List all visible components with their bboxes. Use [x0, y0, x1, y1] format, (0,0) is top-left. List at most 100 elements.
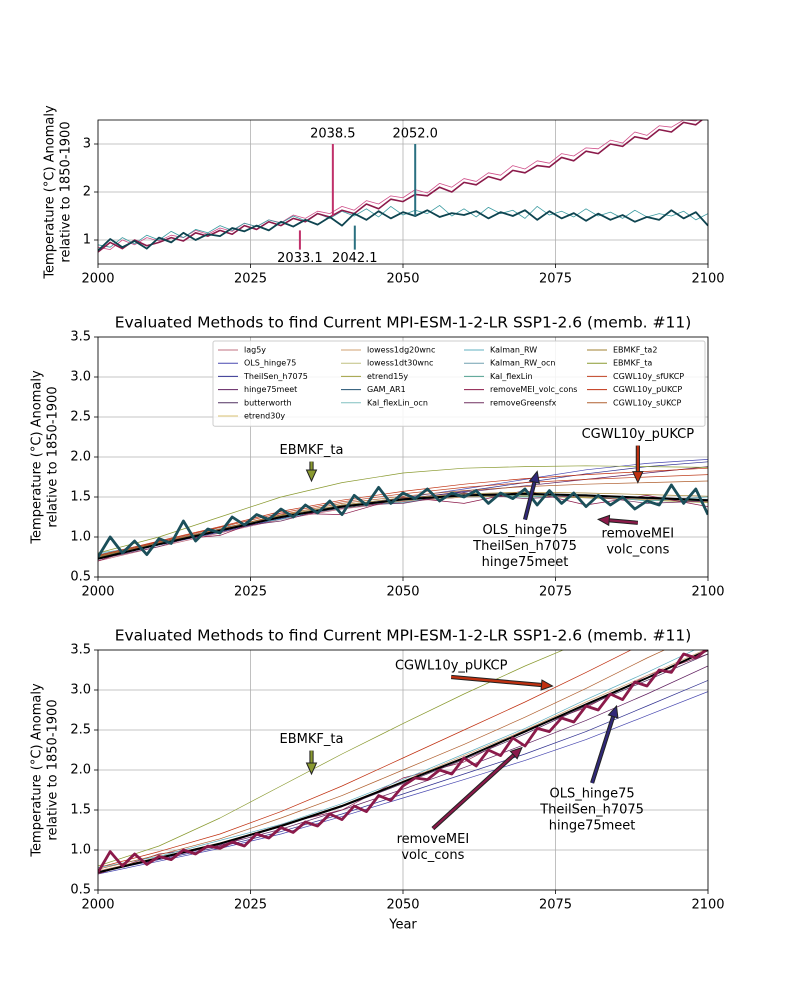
x-tick-label: 2050 [386, 272, 419, 287]
series-line [98, 650, 708, 874]
annotation-arrow-shaft-fill [609, 519, 638, 524]
annotation-label: volc_cons [401, 848, 464, 863]
y-tick-label: 3.0 [70, 683, 91, 698]
legend-label: EBMKF_ta [613, 359, 652, 368]
y-tick-label: 3.5 [70, 330, 91, 345]
y-axis-label: Temperature (°C) Anomaly [30, 370, 45, 545]
annotation-arrow-head [596, 514, 611, 527]
y-tick-label: 1.5 [70, 490, 91, 505]
series-line [98, 465, 708, 554]
series-line [98, 205, 708, 248]
annotation-label: hinge75meet [549, 819, 636, 834]
annotation-arrow-head [632, 471, 644, 484]
annotation-label: CGWL10y_pUKCP [395, 659, 508, 674]
legend-label: CGWL10y_sfUKCP [613, 372, 684, 381]
y-tick-label: 2 [83, 185, 91, 200]
series-line [98, 467, 708, 556]
plot-area [98, 120, 708, 253]
annotation-label: EBMKF_ta [280, 732, 344, 747]
x-tick-label: 2025 [234, 585, 267, 600]
series-line [98, 650, 632, 868]
y-tick-label: 3 [83, 137, 91, 152]
annotation-label: removeMEI [397, 832, 470, 847]
legend-box [212, 340, 706, 427]
legend-label: EBMKF_ta2 [613, 346, 657, 355]
series-line [98, 120, 699, 250]
legend-label: butterworth [244, 398, 292, 407]
annotation-arrow-shaft-fill [432, 754, 515, 830]
annotation-arrow-head [305, 469, 318, 483]
annotation-arrow-shaft-fill [591, 716, 615, 784]
y-tick-label: 0.5 [70, 883, 91, 898]
legend-label: hinge75meet [244, 385, 297, 394]
legend-label: removeMEI_volc_cons [490, 385, 577, 394]
legend-label: OLS_hinge75 [244, 359, 296, 368]
y-tick-label: 2.5 [70, 410, 91, 425]
x-tick-label: 2000 [81, 272, 114, 287]
legend-label: Kal_flexLin [490, 372, 533, 381]
annotation-label: removeMEI [602, 526, 675, 541]
x-tick-label: 2100 [691, 898, 724, 913]
y-tick-label: 1 [83, 233, 91, 248]
legend-label: lag5y [244, 346, 266, 355]
axes-frame [97, 649, 709, 891]
legend-label: TheilSen_h7075 [243, 372, 308, 381]
series-line [98, 650, 565, 867]
series-line [98, 483, 708, 558]
x-axis-label: Year [388, 918, 417, 933]
y-tick-label: 3.0 [70, 370, 91, 385]
y-tick-label: 2.0 [70, 763, 91, 778]
y-axis-label: relative to 1850-1900 [46, 699, 61, 840]
y-axis-label: relative to 1850-1900 [46, 386, 61, 527]
series-line [98, 209, 708, 252]
x-tick-label: 2075 [539, 272, 572, 287]
x-tick-label: 2025 [234, 898, 267, 913]
annotation-label: 2033.1 [277, 251, 323, 266]
y-tick-label: 2.0 [70, 450, 91, 465]
x-tick-label: 2100 [691, 585, 724, 600]
x-tick-label: 2075 [539, 585, 572, 600]
y-axis-label: Temperature (°C) Anomaly [43, 105, 58, 280]
legend-label: etrend30y [244, 412, 285, 421]
y-tick-label: 3.5 [70, 643, 91, 658]
x-tick-label: 2000 [81, 585, 114, 600]
series-line [98, 650, 708, 874]
legend-label: CGWL10y_sUKCP [613, 398, 681, 407]
y-axis-label: Temperature (°C) Anomaly [30, 683, 45, 858]
y-tick-label: 1.0 [70, 530, 91, 545]
annotation-arrow-head [509, 746, 523, 760]
y-axis-label: relative to 1850-1900 [59, 121, 74, 262]
legend-label: lowess1dg20wnc [367, 346, 435, 355]
annotation-label: 2042.1 [332, 251, 378, 266]
annotation-label: CGWL10y_pUKCP [582, 427, 695, 442]
annotation-label: hinge75meet [482, 555, 569, 570]
series-line [98, 120, 704, 253]
x-tick-label: 2100 [691, 272, 724, 287]
x-tick-label: 2000 [81, 898, 114, 913]
series-line [98, 480, 708, 557]
x-tick-label: 2025 [234, 272, 267, 287]
series-line [98, 650, 696, 868]
legend-label: Kalman_RW_ocn [490, 359, 556, 368]
y-tick-label: 1.0 [70, 843, 91, 858]
axes-frame [97, 336, 709, 578]
legend-label: lowess1dt30wnc [367, 359, 433, 368]
annotation-label: EBMKF_ta [280, 443, 344, 458]
legend-label: GAM_AR1 [367, 385, 406, 394]
legend-label: Kal_flexLin_ocn [367, 398, 428, 407]
series-line [98, 650, 666, 870]
annotation-arrow-head [607, 704, 619, 719]
chart-title: Evaluated Methods to find Current MPI-ES… [115, 314, 692, 332]
y-tick-label: 2.5 [70, 723, 91, 738]
legend-label: CGWL10y_pUKCP [613, 385, 682, 394]
annotation-arrow-shaft-fill [523, 481, 536, 520]
annotation-arrow-shaft-fill [451, 675, 542, 687]
x-tick-label: 2075 [539, 898, 572, 913]
annotation-label: volc_cons [606, 542, 669, 557]
legend-label: etrend15y [367, 372, 408, 381]
legend-label: removeGreensfx [490, 398, 557, 407]
y-tick-label: 1.5 [70, 803, 91, 818]
y-tick-label: 0.5 [70, 570, 91, 585]
annotation-label: OLS_hinge75 [482, 523, 567, 538]
